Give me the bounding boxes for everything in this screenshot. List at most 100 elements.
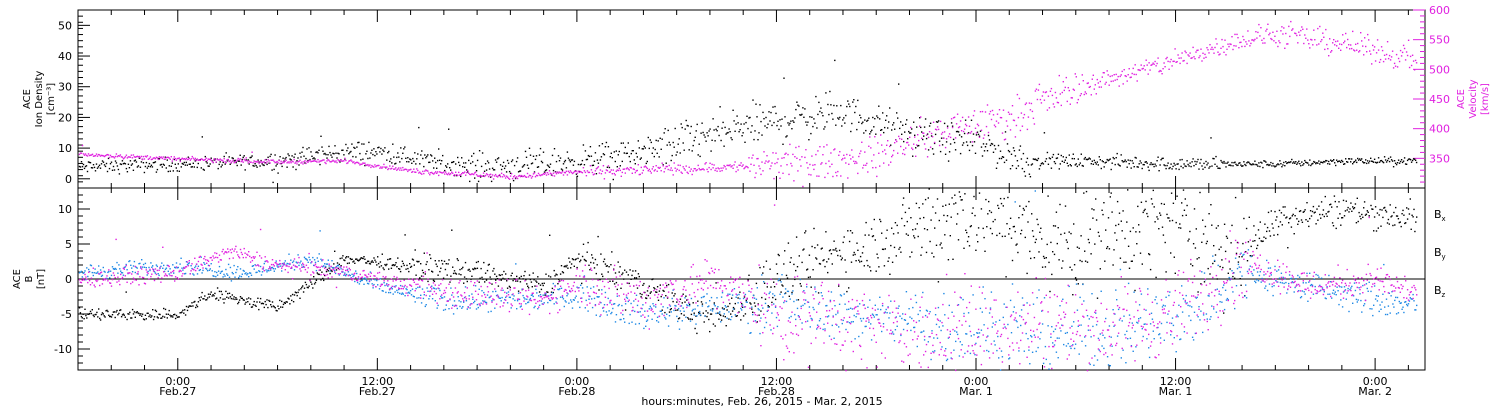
by-point (470, 303, 472, 305)
by-point (381, 290, 383, 292)
bx-point (389, 258, 392, 260)
density-point (109, 163, 112, 165)
by-point (584, 307, 586, 309)
by-point (465, 300, 468, 302)
velocity-point (1062, 81, 1064, 83)
velocity-point (1364, 37, 1366, 39)
density-point (902, 124, 904, 126)
by-point (499, 297, 501, 299)
velocity-point (806, 162, 808, 164)
by-point (515, 263, 517, 265)
density-point (1394, 162, 1397, 164)
bx-point (700, 301, 703, 303)
bx-point (863, 265, 865, 267)
bx-point (772, 296, 774, 299)
velocity-point (382, 166, 384, 168)
bx-point (88, 313, 90, 315)
bx-point (998, 232, 1001, 235)
velocity-point (456, 174, 458, 176)
velocity-point (1112, 80, 1114, 82)
density-point (252, 164, 254, 167)
velocity-point (555, 173, 558, 175)
velocity-point (807, 167, 809, 169)
density-point (1381, 161, 1384, 163)
bx-point (879, 218, 881, 221)
density-point (1165, 167, 1167, 170)
density-point (320, 135, 322, 137)
velocity-point (973, 110, 976, 112)
bx-point (781, 284, 783, 286)
density-point (261, 163, 263, 165)
by-point (425, 304, 427, 306)
bx-point (989, 227, 992, 230)
bx-point (207, 293, 210, 295)
bx-point (319, 269, 321, 271)
density-point (469, 180, 471, 183)
bx-point (692, 302, 694, 304)
density-point (1056, 157, 1059, 159)
density-point (408, 161, 410, 163)
bx-point (1327, 211, 1329, 213)
density-point (431, 155, 433, 157)
bx-point (145, 318, 147, 320)
bx-point (1256, 247, 1258, 250)
by-point (231, 271, 233, 274)
by-point (570, 301, 573, 303)
bx-point (442, 277, 445, 279)
by-point (198, 269, 200, 272)
bx-point (693, 312, 695, 314)
density-point (93, 166, 96, 169)
bx-point (707, 312, 709, 314)
bx-point (783, 263, 785, 265)
velocity-point (241, 160, 243, 162)
density-point (168, 165, 170, 167)
bx-point (640, 296, 642, 298)
by-point (260, 274, 263, 276)
density-point (502, 161, 505, 164)
density-point (983, 150, 986, 152)
density-point (1047, 163, 1050, 165)
bx-point (290, 295, 292, 297)
velocity-point (911, 147, 913, 149)
density-point (475, 170, 478, 172)
velocity-point (357, 161, 359, 164)
by-point (245, 272, 247, 274)
by-point (428, 298, 430, 300)
bx-point (669, 308, 672, 311)
density-point (674, 127, 676, 130)
bx-point (731, 297, 733, 299)
velocity-point (297, 161, 299, 163)
density-point (910, 132, 912, 134)
by-point (255, 271, 257, 274)
bx-point (450, 275, 452, 277)
by-point (379, 278, 382, 280)
bx-point (1255, 234, 1257, 236)
velocity-point (740, 162, 742, 164)
by-point (580, 284, 582, 286)
velocity-point (1392, 67, 1395, 69)
density-point (455, 163, 457, 165)
density-point (170, 165, 172, 167)
density-point (550, 174, 553, 176)
bx-point (1202, 233, 1205, 235)
density-point (703, 134, 705, 136)
density-point (728, 128, 730, 130)
velocity-tick-label: 550 (1429, 34, 1450, 47)
density-point (1152, 163, 1154, 165)
bx-point (152, 309, 154, 311)
velocity-point (302, 163, 304, 165)
bx-point (150, 316, 152, 318)
density-point (1098, 156, 1100, 158)
density-point (1174, 164, 1176, 166)
velocity-point (1413, 69, 1416, 71)
velocity-point (967, 116, 970, 118)
velocity-point (799, 159, 801, 161)
velocity-point (1226, 48, 1228, 50)
bx-point (380, 265, 383, 267)
density-point (651, 152, 653, 154)
bx-point (1352, 208, 1355, 210)
velocity-point (750, 163, 752, 165)
velocity-point (300, 162, 302, 164)
by-point (478, 288, 480, 290)
density-point (908, 130, 910, 133)
